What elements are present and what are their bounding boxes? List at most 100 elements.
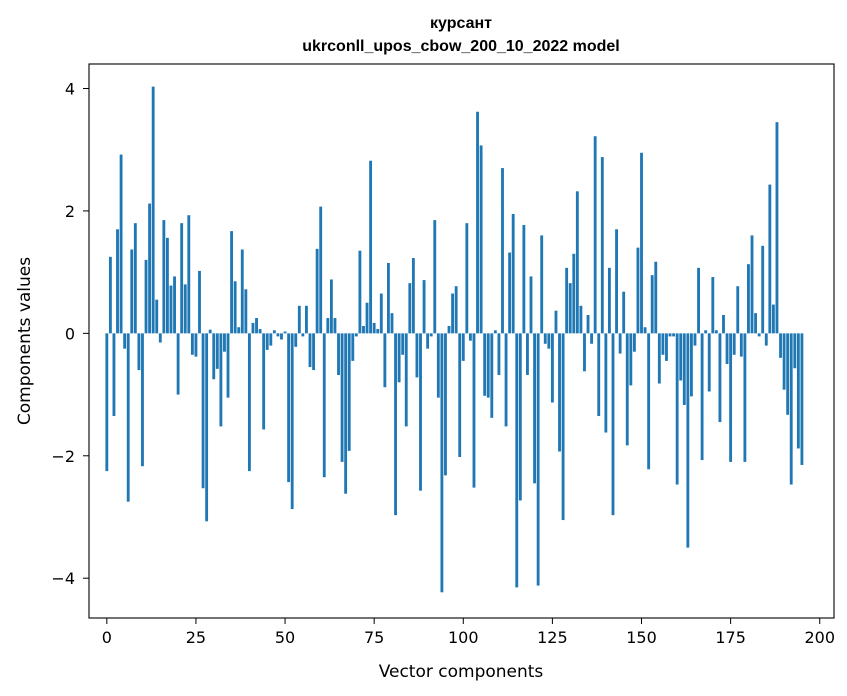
- bar-174: [725, 333, 729, 364]
- bar-123: [543, 333, 547, 344]
- bar-184: [761, 245, 765, 334]
- bar-38: [240, 249, 244, 334]
- plot-frame: [88, 63, 835, 619]
- bar-101: [465, 223, 469, 334]
- bar-162: [682, 333, 686, 405]
- bar-147: [629, 333, 633, 386]
- bar-192: [789, 333, 793, 485]
- bar-150: [640, 152, 643, 334]
- bar-182: [754, 313, 757, 334]
- bar-65: [337, 333, 340, 375]
- bar-57: [308, 333, 312, 368]
- bar-131: [572, 253, 576, 334]
- bar-37: [237, 327, 241, 334]
- bar-16: [162, 220, 166, 334]
- bar-96: [447, 326, 451, 334]
- x-tick-label: 25: [186, 628, 206, 647]
- bar-19: [173, 276, 176, 334]
- bar-99: [458, 333, 462, 458]
- bar-6: [126, 333, 130, 502]
- bar-100: [461, 333, 465, 361]
- bar-62: [326, 318, 330, 334]
- bar-89: [422, 280, 426, 334]
- bar-111: [501, 168, 504, 334]
- bar-165: [693, 333, 697, 346]
- bar-85: [408, 283, 412, 334]
- x-tick-label: 100: [448, 628, 479, 647]
- bar-175: [729, 333, 733, 462]
- bar-152: [647, 333, 651, 470]
- bar-153: [650, 275, 654, 334]
- bar-40: [247, 333, 251, 472]
- bar-158: [668, 333, 672, 337]
- bar-44: [262, 333, 266, 430]
- bar-30: [212, 333, 216, 380]
- bar-181: [750, 235, 754, 334]
- bar-53: [294, 333, 298, 347]
- bar-149: [636, 247, 640, 334]
- bar-94: [440, 333, 444, 593]
- bar-48: [276, 333, 280, 337]
- bar-156: [661, 333, 665, 355]
- bar-45: [265, 333, 269, 350]
- bar-189: [779, 333, 782, 358]
- bar-33: [223, 333, 226, 352]
- bar-39: [244, 289, 248, 334]
- x-axis-ticks: 0 25 50 75 100 125 150 175 200: [102, 618, 835, 647]
- y-tick-label: −4: [51, 569, 75, 588]
- bar-93: [436, 333, 440, 398]
- bar-103: [472, 333, 476, 488]
- bar-128: [561, 333, 565, 521]
- y-tick-label: 4: [65, 79, 75, 98]
- y-axis-label: Components values: [15, 257, 35, 425]
- bar-112: [504, 333, 508, 427]
- y-tick-label: 0: [65, 324, 75, 343]
- bar-114: [511, 213, 515, 334]
- bar-47: [272, 330, 276, 334]
- bar-5: [123, 333, 127, 349]
- bar-83: [401, 333, 405, 355]
- bar-1: [108, 256, 112, 334]
- bar-188: [775, 122, 779, 334]
- bar-132: [575, 191, 579, 334]
- bar-143: [615, 229, 618, 334]
- bar-187: [771, 304, 775, 334]
- bar-27: [201, 333, 205, 489]
- bar-87: [415, 333, 419, 378]
- bar-151: [643, 327, 647, 334]
- bar-178: [739, 333, 743, 357]
- bar-195: [800, 333, 804, 465]
- bar-105: [479, 145, 483, 334]
- y-tick-label: 2: [65, 202, 75, 221]
- bar-68: [347, 333, 351, 451]
- bar-50: [283, 331, 287, 334]
- bar-106: [483, 333, 487, 396]
- bar-134: [583, 333, 586, 372]
- bar-121: [536, 333, 540, 586]
- bar-173: [722, 314, 725, 334]
- bar-104: [476, 111, 479, 334]
- bar-139: [600, 157, 604, 334]
- bar-7: [130, 249, 134, 334]
- bar-148: [632, 333, 636, 352]
- bar-138: [597, 333, 601, 416]
- bar-140: [604, 333, 608, 433]
- bar-67: [344, 333, 348, 494]
- bar-35: [230, 231, 234, 334]
- bar-179: [743, 333, 747, 462]
- x-tick-label: 200: [804, 628, 835, 647]
- bars-group: [105, 86, 804, 593]
- x-tick-label: 50: [275, 628, 295, 647]
- bar-133: [579, 305, 583, 334]
- bar-20: [176, 333, 180, 395]
- bar-125: [550, 333, 554, 403]
- bar-98: [454, 286, 458, 334]
- bar-92: [433, 220, 437, 334]
- bar-108: [490, 333, 494, 418]
- bar-154: [654, 261, 658, 334]
- bar-43: [258, 329, 262, 334]
- bar-167: [700, 333, 704, 461]
- bar-176: [732, 333, 736, 355]
- bar-54: [297, 305, 301, 334]
- bar-17: [166, 237, 169, 334]
